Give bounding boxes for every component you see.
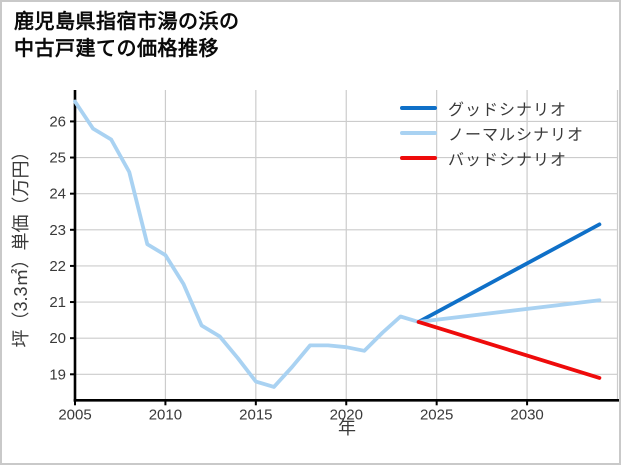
legend-label-normal: ノーマルシナリオ xyxy=(448,126,585,144)
x-tick-label: 2020 xyxy=(330,406,363,423)
legend-item-normal: ノーマルシナリオ xyxy=(400,120,584,145)
bad-scenario-line xyxy=(416,320,602,380)
y-tick-label: 25 xyxy=(49,150,66,167)
x-tick-label: 2010 xyxy=(149,406,182,423)
y-tick-label: 26 xyxy=(49,113,66,130)
x-tick-label: 2030 xyxy=(510,406,543,423)
x-tick-label: 2015 xyxy=(239,406,272,423)
normal-scenario-swatch-icon xyxy=(400,130,437,135)
chart-title-line2: 中古戸建ての価格推移 xyxy=(14,38,219,60)
y-tick-label: 22 xyxy=(49,258,66,275)
legend: グッドシナリオ ノーマルシナリオ バッドシナリオ xyxy=(400,95,584,170)
legend-label-good: グッドシナリオ xyxy=(448,101,568,119)
legend-item-good: グッドシナリオ xyxy=(400,95,584,120)
x-axis-label: 年 xyxy=(338,418,356,438)
good-scenario-line xyxy=(416,222,602,324)
y-tick-label: 23 xyxy=(49,222,66,239)
x-tick-label: 2025 xyxy=(420,406,453,423)
y-tick-label: 24 xyxy=(49,186,66,203)
bad-scenario-swatch-icon xyxy=(400,155,437,160)
legend-item-bad: バッドシナリオ xyxy=(400,145,584,170)
history-line xyxy=(73,99,421,389)
y-tick-label: 19 xyxy=(49,366,66,383)
chart-title: 鹿児島県指宿市湯の浜の 中古戸建ての価格推移 xyxy=(14,9,240,63)
chart-title-line1: 鹿児島県指宿市湯の浜の xyxy=(14,11,240,33)
normal-scenario-line xyxy=(416,298,602,324)
legend-label-bad: バッドシナリオ xyxy=(448,151,568,169)
good-scenario-swatch-icon xyxy=(400,105,437,110)
y-axis-label: 坪（3.3㎡）単価（万円） xyxy=(11,142,31,348)
y-tick-label: 21 xyxy=(49,294,66,311)
y-tick-label: 20 xyxy=(49,330,66,347)
x-tick-label: 2005 xyxy=(58,406,91,423)
